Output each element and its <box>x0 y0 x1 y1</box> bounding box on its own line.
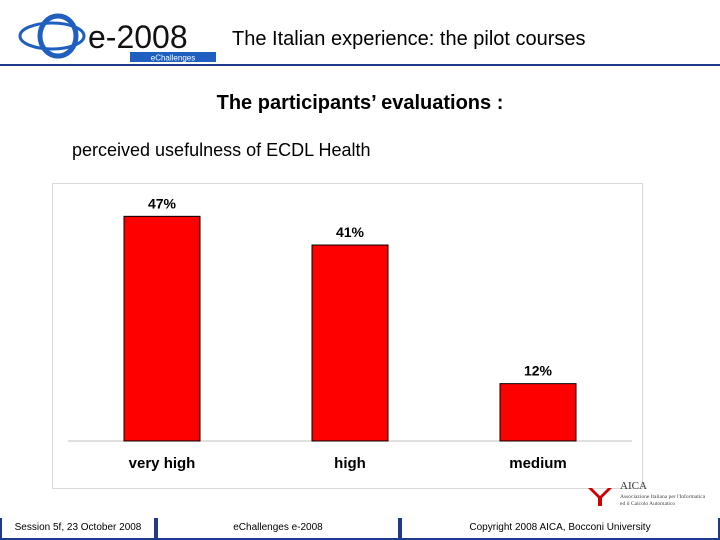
bar-medium <box>499 383 577 442</box>
echallenges-logo: e-2008 eChallenges <box>18 13 216 63</box>
header-divider <box>0 64 720 66</box>
aica-logo-text: AICA <box>620 480 647 492</box>
chart-caption: perceived usefulness of ECDL Health <box>72 140 371 160</box>
footer-event: eChallenges e-2008 <box>158 518 398 538</box>
footer-session: Session 5f, 23 October 2008 <box>2 518 154 538</box>
logo-text: e-2008 <box>88 19 188 55</box>
header-title: The Italian experience: the pilot course… <box>232 28 586 50</box>
logo-swoosh <box>18 21 86 51</box>
logo-swoosh-inner <box>37 13 79 59</box>
aica-logo-subtext-1: Associazione Italiana per l'Informatica <box>620 493 706 500</box>
bar-chart: 47% very high 41% high 12% medium <box>68 195 632 472</box>
aica-logo-mark-stem <box>598 498 602 506</box>
category-label: very high <box>129 455 196 472</box>
category-label: medium <box>509 455 567 472</box>
logo-subbar <box>130 52 216 62</box>
category-label: high <box>334 455 366 472</box>
aica-logo: AICA Associazione Italiana per l'Informa… <box>588 480 706 507</box>
aica-logo-subtext-2: ed il Calcolo Automatico <box>620 501 675 507</box>
logo-subtext: eChallenges <box>151 54 195 63</box>
aica-logo-mark <box>588 488 612 500</box>
bar-high <box>311 244 389 442</box>
data-label: 12% <box>524 363 553 379</box>
data-label: 47% <box>148 195 177 211</box>
bar-very-high <box>123 215 201 442</box>
footer-copyright: Copyright 2008 AICA, Bocconi University <box>402 518 718 538</box>
data-label: 41% <box>336 224 365 240</box>
chart-panel: 47% very high 41% high 12% medium <box>52 183 643 489</box>
footer-bar: Session 5f, 23 October 2008 eChallenges … <box>0 518 720 540</box>
slide-subtitle: The participants’ evaluations : <box>216 92 504 114</box>
